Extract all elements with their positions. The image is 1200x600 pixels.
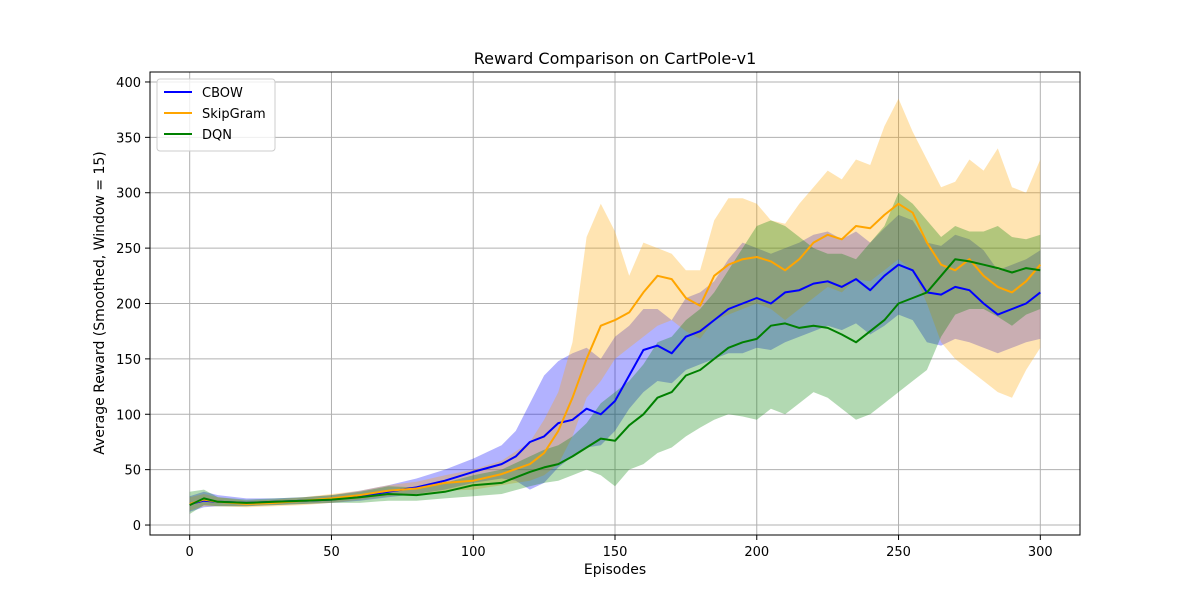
x-tick-label: 300 bbox=[1028, 545, 1053, 560]
x-axis-ticks: 0 50 100 150 200 250 300 bbox=[186, 535, 1053, 560]
confidence-bands bbox=[189, 98, 1041, 514]
x-tick-label: 0 bbox=[186, 545, 194, 560]
x-tick-label: 50 bbox=[323, 545, 340, 560]
grid-lines bbox=[150, 72, 1080, 535]
dqn-mean-line bbox=[189, 258, 1041, 507]
x-tick-label: 100 bbox=[461, 545, 486, 560]
y-tick-label: 350 bbox=[116, 131, 141, 146]
y-axis-label: Average Reward (Smoothed, Window = 15) bbox=[92, 151, 108, 455]
skipgram-mean-line bbox=[189, 202, 1042, 505]
y-tick-label: 400 bbox=[116, 76, 141, 91]
x-axis-label: Episodes bbox=[584, 562, 646, 578]
legend-label: SkipGram bbox=[202, 107, 266, 122]
legend-label: DQN bbox=[202, 128, 232, 143]
chart-title: Reward Comparison on CartPole-v1 bbox=[474, 49, 757, 68]
cbow-confidence-band bbox=[189, 214, 1041, 512]
x-tick-label: 250 bbox=[886, 545, 911, 560]
legend: CBOW SkipGram DQN bbox=[156, 78, 276, 152]
y-tick-label: 150 bbox=[116, 353, 141, 368]
y-tick-label: 0 bbox=[133, 519, 141, 534]
x-tick-label: 150 bbox=[603, 545, 628, 560]
y-axis-ticks: 0 50 100 150 200 250 300 350 400 bbox=[116, 76, 150, 534]
skipgram-confidence-band bbox=[189, 98, 1041, 511]
series-lines bbox=[189, 202, 1042, 507]
y-tick-label: 100 bbox=[116, 408, 141, 423]
y-tick-label: 250 bbox=[116, 242, 141, 257]
y-tick-label: 200 bbox=[116, 298, 141, 313]
legend-label: CBOW bbox=[202, 86, 243, 101]
plot-area bbox=[149, 71, 1081, 536]
y-tick-label: 50 bbox=[124, 464, 141, 479]
x-tick-label: 200 bbox=[744, 545, 769, 560]
y-tick-label: 300 bbox=[116, 187, 141, 202]
dqn-confidence-band bbox=[189, 192, 1041, 514]
